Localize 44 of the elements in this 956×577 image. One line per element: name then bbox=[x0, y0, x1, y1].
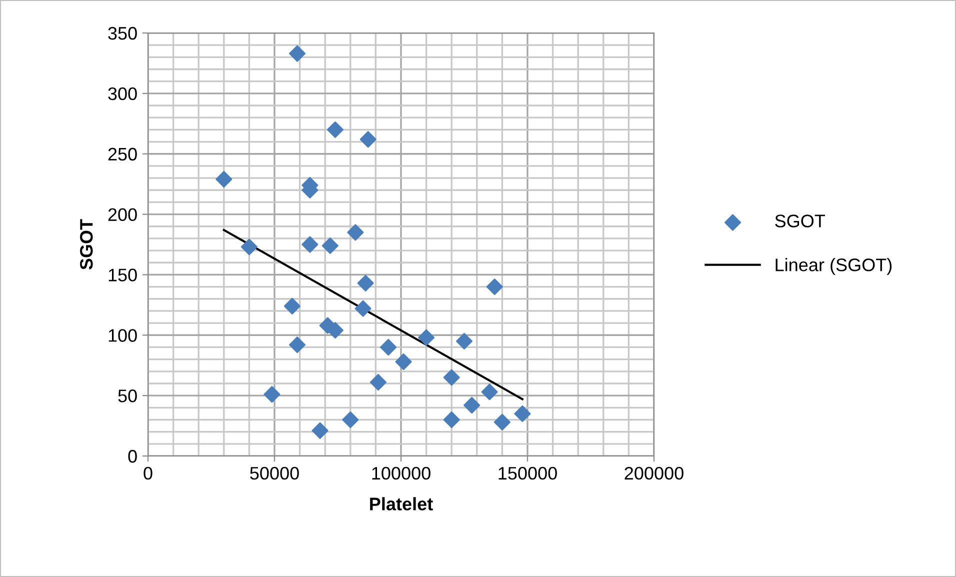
y-tick-label: 50 bbox=[118, 390, 137, 402]
point bbox=[312, 422, 328, 439]
point bbox=[288, 45, 306, 62]
point bbox=[370, 374, 387, 391]
point bbox=[443, 369, 460, 386]
y-tick-label: 150 bbox=[108, 268, 137, 282]
point bbox=[284, 298, 301, 314]
x-tick-label: 0 bbox=[144, 466, 152, 480]
point bbox=[494, 414, 510, 430]
x-tick-label: 100000 bbox=[372, 466, 430, 480]
point bbox=[380, 338, 397, 356]
legend-label: Linear (SGOT) bbox=[776, 258, 892, 275]
y-tick-label: 200 bbox=[108, 208, 137, 222]
x-tick-label: 200000 bbox=[624, 466, 684, 480]
y-tick-label: 350 bbox=[108, 26, 137, 40]
point bbox=[486, 278, 503, 296]
point bbox=[216, 170, 232, 188]
point bbox=[342, 411, 359, 428]
x-tick-label: 50000 bbox=[250, 466, 299, 480]
y-tick-label: 300 bbox=[108, 87, 137, 100]
point bbox=[481, 384, 498, 400]
point bbox=[264, 386, 280, 403]
y-tick-label: 100 bbox=[108, 329, 137, 342]
point bbox=[464, 396, 480, 414]
point bbox=[456, 332, 473, 350]
point bbox=[347, 224, 364, 241]
y-tick-label: 0 bbox=[128, 450, 137, 463]
point bbox=[357, 274, 374, 292]
point bbox=[322, 237, 338, 254]
point bbox=[418, 329, 435, 346]
point bbox=[360, 131, 376, 148]
point bbox=[288, 336, 306, 354]
point bbox=[395, 353, 412, 370]
point bbox=[354, 300, 372, 317]
y-tick-label: 250 bbox=[108, 148, 137, 161]
point bbox=[240, 238, 258, 256]
x-tick-label: 150000 bbox=[498, 466, 557, 480]
x-axis-title: Platelet bbox=[370, 497, 433, 510]
legend-label: SGOT bbox=[775, 214, 826, 228]
point bbox=[514, 405, 531, 422]
y-axis-title: SGOT bbox=[80, 219, 93, 270]
point bbox=[443, 411, 460, 428]
point bbox=[302, 236, 318, 253]
point bbox=[326, 121, 344, 138]
